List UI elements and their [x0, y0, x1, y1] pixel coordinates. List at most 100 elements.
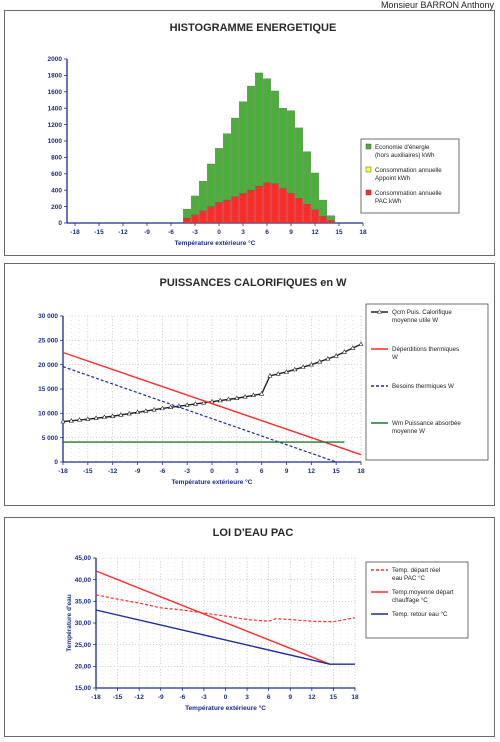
- x-tick-label: -15: [94, 229, 104, 236]
- water-law-panel: LOI D'EAU PAC 15,00 20,00 25,00 30,00 35,00 40…: [4, 517, 495, 737]
- bar-segment: [303, 203, 311, 224]
- x-tick-label: 18: [359, 229, 367, 236]
- bar-segment: [311, 172, 319, 211]
- x-tick-label: 0: [217, 229, 221, 236]
- data-point: [118, 412, 124, 417]
- legend-box: [365, 561, 469, 639]
- water-law-chart: LOI D'EAU PAC 15,00 20,00 25,00 30,00 35,00 40…: [66, 527, 469, 712]
- data-point: [325, 356, 331, 361]
- x-tick-label: -6: [159, 468, 165, 475]
- legend-label: chauffage °C: [392, 597, 428, 604]
- bar-segment: [295, 127, 303, 199]
- x-tick-label: 3: [241, 229, 245, 236]
- y-tick-label: 15 000: [38, 386, 58, 393]
- x-axis-title: Température extérieure °C: [175, 239, 256, 247]
- bar-segment: [231, 196, 239, 224]
- data-point: [242, 393, 248, 399]
- data-point: [201, 399, 207, 405]
- x-tick-label: -15: [113, 694, 123, 701]
- x-tick-label: -15: [83, 468, 93, 475]
- x-tick-label: -12: [108, 468, 118, 475]
- x-tick-label: 15: [330, 694, 338, 701]
- data-point: [333, 353, 339, 358]
- data-point: [341, 349, 347, 354]
- legend-label: (hors auxiliaires) kWh: [375, 152, 435, 159]
- legend-label: eau PAC °C: [392, 575, 425, 582]
- data-point: [60, 418, 66, 424]
- y-tick-label: 15,00: [75, 685, 92, 692]
- author-name: Monsieur BARRON Anthony: [380, 0, 494, 10]
- bar-segment: [215, 148, 223, 203]
- histogram-panel: HISTOGRAMME ENERGETIQUE 0 200 400 600 800 1000…: [4, 10, 495, 256]
- legend-label: moyenne utile W: [392, 317, 438, 324]
- x-tick-label: -12: [118, 229, 128, 236]
- legend-label: Besoins thermiques W: [392, 383, 454, 390]
- legend-label: Wm Puissance absorbée: [392, 420, 461, 427]
- y-tick-label: 600: [51, 171, 62, 178]
- x-tick-label: -6: [168, 229, 174, 236]
- bar-segment: [255, 185, 263, 224]
- bar-segment: [319, 216, 327, 224]
- legend-label: Temp.moyenne départ: [392, 589, 454, 596]
- legend-swatch: [365, 166, 372, 173]
- data-point: [275, 371, 281, 376]
- y-tick-label: 45,00: [75, 555, 92, 562]
- y-tick-label: 25 000: [38, 338, 58, 345]
- chart-title: LOI D'EAU PAC: [213, 527, 294, 539]
- x-tick-label: 15: [333, 468, 341, 475]
- data-point: [77, 417, 83, 422]
- bar-segment: [279, 188, 287, 224]
- series-line: [95, 594, 356, 623]
- series-line: [95, 570, 331, 665]
- data-point: [143, 408, 149, 413]
- y-tick-label: 0: [54, 459, 58, 466]
- x-tick-label: 6: [260, 468, 264, 475]
- data-point: [267, 373, 273, 378]
- bar-segment: [295, 198, 303, 224]
- data-point: [110, 413, 116, 418]
- x-tick-label: 3: [245, 694, 249, 701]
- y-tick-label: 30 000: [38, 313, 58, 320]
- data-point: [350, 345, 356, 350]
- y-tick-label: 5 000: [42, 435, 59, 442]
- legend-box: [360, 138, 460, 214]
- series-line: [62, 351, 362, 456]
- x-tick-label: 18: [357, 468, 365, 475]
- data-point: [192, 401, 198, 406]
- x-tick-label: 6: [265, 229, 269, 236]
- legend-swatch: [365, 143, 372, 150]
- bar-segment: [303, 151, 311, 205]
- x-tick-label: 0: [210, 468, 214, 475]
- bar-segment: [263, 78, 271, 183]
- y-tick-label: 1200: [48, 122, 63, 129]
- x-tick-label: -9: [135, 468, 141, 475]
- bar-segment: [199, 181, 207, 211]
- series-line: [62, 343, 362, 423]
- x-tick-label: 9: [288, 694, 292, 701]
- bar-segment: [191, 195, 199, 215]
- y-tick-label: 25,00: [75, 642, 92, 649]
- data-point: [85, 416, 91, 421]
- bar-segment: [319, 199, 327, 217]
- bar-segment: [183, 217, 191, 224]
- data-point: [283, 369, 290, 374]
- legend-label: moyenne W: [392, 428, 425, 435]
- bar-segment: [207, 163, 215, 207]
- bar-segment: [263, 182, 271, 224]
- bar-segment: [239, 193, 247, 224]
- x-tick-label: 12: [308, 694, 316, 701]
- legend-box: [365, 303, 489, 461]
- x-tick-label: -18: [91, 694, 101, 701]
- x-tick-label: 18: [351, 694, 359, 701]
- x-tick-label: 12: [311, 229, 319, 236]
- bar-segment: [271, 183, 279, 224]
- x-tick-label: 15: [335, 229, 343, 236]
- bar-segment: [199, 210, 207, 224]
- x-tick-label: -9: [144, 229, 150, 236]
- x-tick-label: -12: [134, 694, 144, 701]
- bar-segment: [287, 193, 295, 224]
- data-point: [234, 395, 240, 400]
- y-tick-label: 2000: [48, 56, 63, 63]
- data-point: [317, 358, 323, 364]
- y-axis-title: Température d'eau: [66, 594, 73, 651]
